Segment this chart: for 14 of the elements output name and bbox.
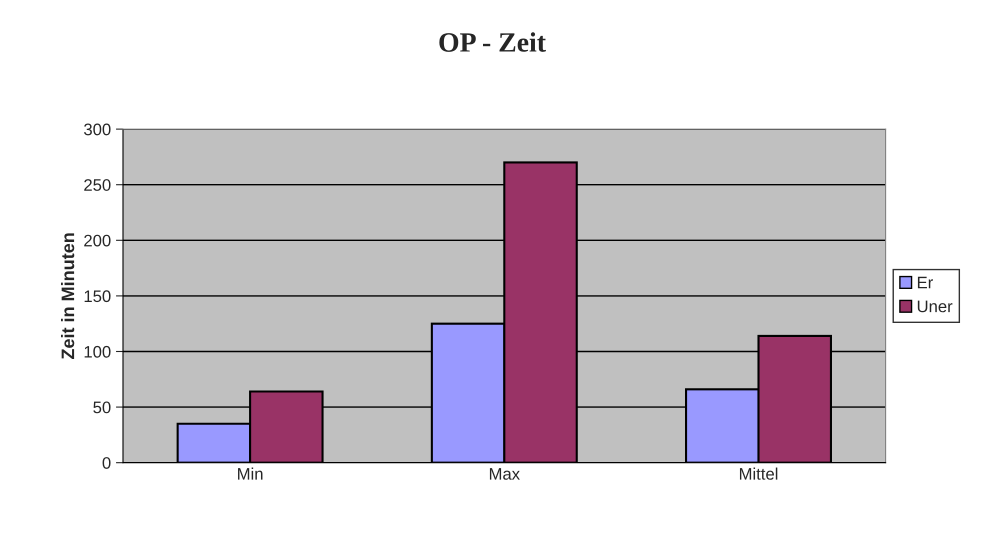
y-tick-label: 50 <box>93 401 111 414</box>
y-tick-label: 100 <box>84 346 111 358</box>
y-tick-label: 300 <box>84 124 111 136</box>
chart-title: OP - Zeit <box>439 32 546 52</box>
x-tick-label: Mittel <box>740 468 778 480</box>
x-tick-label: Max <box>490 468 520 480</box>
legend-label: Uner <box>918 300 952 312</box>
y-tick-label: 250 <box>84 179 111 191</box>
legend-label: Er <box>918 276 933 288</box>
y-tick-label: 0 <box>102 457 111 469</box>
x-tick-label: Min <box>238 468 262 480</box>
y-tick-label: 200 <box>84 234 111 247</box>
y-axis-title: Zeit in Minuten <box>61 233 74 360</box>
y-tick-label: 150 <box>84 290 111 302</box>
